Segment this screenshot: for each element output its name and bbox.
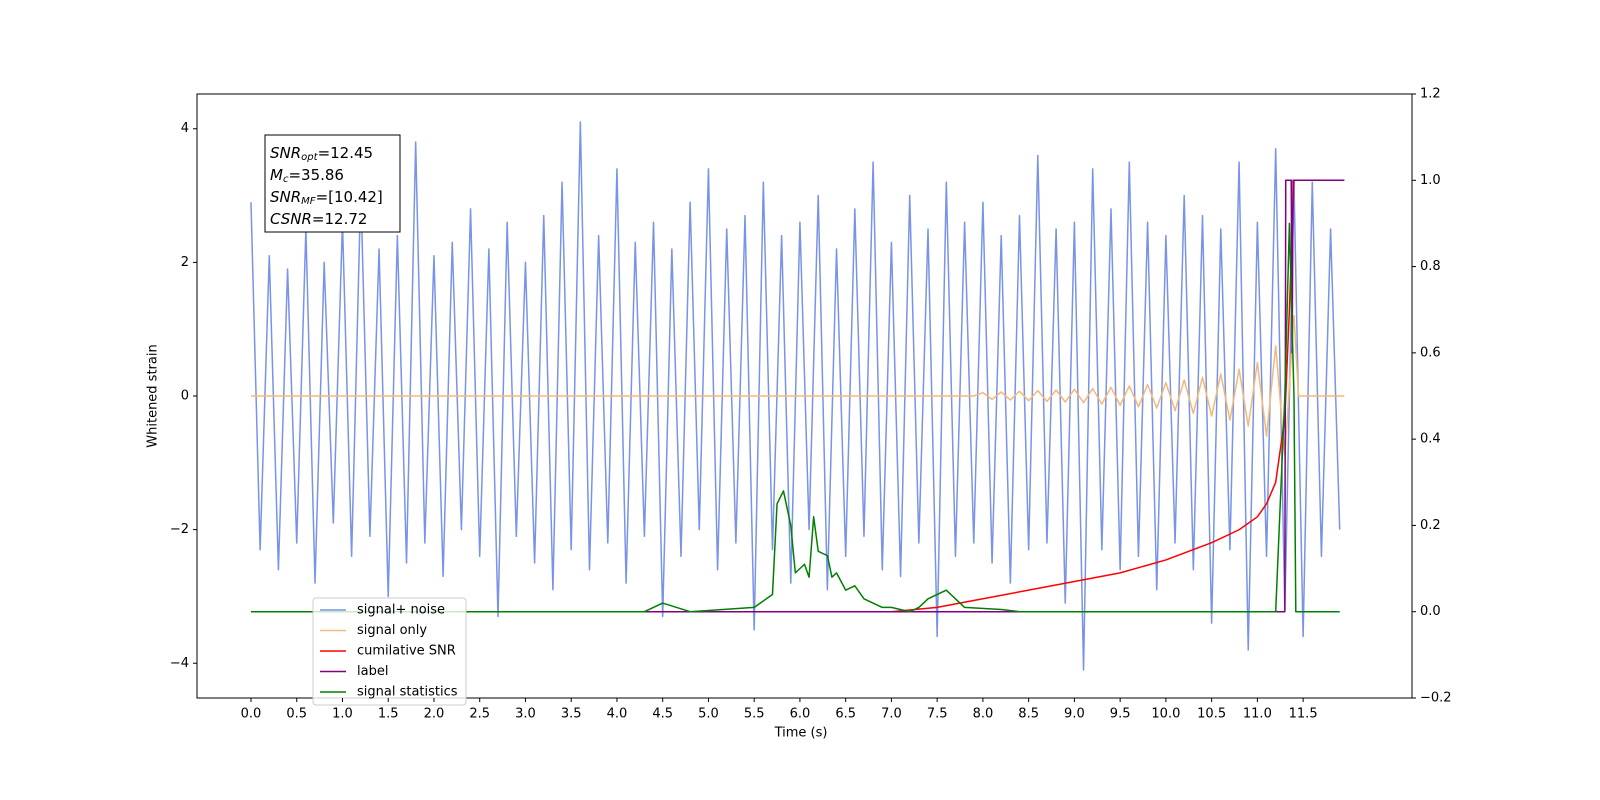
- x-tick-label: 5.0: [698, 707, 719, 722]
- x-tick-label: 11.5: [1289, 707, 1318, 722]
- annotation-symbol: SNR: [270, 188, 301, 206]
- annotation-subscript: c: [283, 174, 289, 185]
- x-tick-label: 9.0: [1064, 707, 1085, 722]
- annotation-value: =12.72: [312, 210, 368, 228]
- x-tick-label: 7.5: [927, 707, 948, 722]
- x-tick-label: 3.0: [515, 707, 536, 722]
- legend-label: signal only: [357, 623, 427, 638]
- annotation-symbol: CSNR: [270, 210, 312, 228]
- y-tick-label: 2: [181, 255, 189, 270]
- x-tick-label: 4.5: [652, 707, 673, 722]
- x-tick-label: 5.5: [744, 707, 765, 722]
- y-tick-label: 0: [181, 389, 189, 404]
- y2-tick-label: 0.0: [1420, 604, 1441, 619]
- legend: signal+ noise signal only cumilative SNR la…: [312, 597, 467, 706]
- x-tick-label: 9.5: [1110, 707, 1131, 722]
- annotation-frame: [264, 134, 401, 233]
- series-line: [250, 179, 1345, 613]
- series-line: [250, 315, 1345, 457]
- legend-label: signal statistics: [357, 685, 458, 700]
- legend-label: signal+ noise: [357, 603, 445, 618]
- x-tick-label: 1.5: [378, 707, 399, 722]
- x-tick-label: 7.0: [881, 707, 902, 722]
- x-tick-label: 6.0: [790, 707, 811, 722]
- y-tick-label: −2: [170, 522, 189, 537]
- y2-tick-label: −0.2: [1420, 691, 1452, 706]
- series-line: [250, 179, 1345, 613]
- y2-tick-label: 0.4: [1420, 432, 1441, 447]
- legend-label: cumilative SNR: [357, 644, 456, 659]
- x-tick-label: 2.0: [424, 707, 445, 722]
- y2-tick-label: 0.8: [1420, 259, 1441, 274]
- series-line: [250, 121, 1341, 671]
- annotation-value: =[10.42]: [316, 188, 383, 206]
- y2-tick-label: 1.0: [1420, 173, 1441, 188]
- annotation: SNRMF=[10.42]: [270, 188, 383, 208]
- y2-tick-label: 1.2: [1420, 87, 1441, 102]
- x-axis-label: Time (s): [774, 726, 828, 741]
- x-tick-label: 8.0: [973, 707, 994, 722]
- x-tick-label: 6.5: [835, 707, 856, 722]
- annotation-value: =35.86: [288, 166, 344, 184]
- y-axis-label: Whitened strain: [146, 344, 161, 447]
- legend-frame: [312, 597, 467, 706]
- annotation-symbol: SNR: [270, 144, 301, 162]
- annotation: Mc=35.86: [270, 166, 344, 186]
- x-tick-label: 2.5: [469, 707, 490, 722]
- x-tick-label: 8.5: [1018, 707, 1039, 722]
- annotation-symbol: M: [270, 166, 283, 184]
- annotation: SNRopt=12.45: [270, 144, 373, 164]
- annotation-value: =12.45: [318, 144, 374, 162]
- x-tick-label: 4.0: [607, 707, 628, 722]
- series-line: [250, 222, 1340, 613]
- annotation-box: SNRopt=12.45Mc=35.86SNRMF=[10.42]CSNR=12…: [264, 134, 401, 233]
- plot-area: [250, 121, 1345, 671]
- y2-tick-label: 0.2: [1420, 518, 1441, 533]
- y-tick-label: −4: [170, 656, 189, 671]
- x-tick-label: 11.0: [1243, 707, 1272, 722]
- y2-tick-label: 0.6: [1420, 345, 1441, 360]
- x-tick-label: 0.5: [286, 707, 307, 722]
- x-tick-label: 10.0: [1151, 707, 1180, 722]
- x-tick-label: 3.5: [561, 707, 582, 722]
- annotation-subscript: opt: [301, 152, 318, 163]
- y-tick-label: 4: [181, 121, 189, 136]
- legend-label: label: [357, 664, 388, 679]
- x-tick-label: 1.0: [332, 707, 353, 722]
- annotation: CSNR=12.72: [270, 210, 367, 228]
- x-tick-label: 0.0: [241, 707, 262, 722]
- annotation-subscript: MF: [301, 196, 316, 207]
- x-tick-label: 10.5: [1197, 707, 1226, 722]
